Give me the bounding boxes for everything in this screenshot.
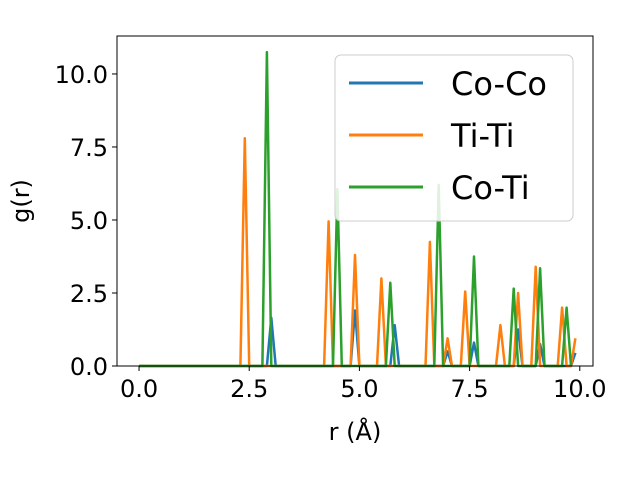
y-tick-label: 0.0 [70, 353, 108, 381]
legend-label: Ti-Ti [450, 117, 515, 155]
x-tick-label: 0.0 [120, 375, 158, 403]
legend-box [334, 54, 574, 222]
y-tick-label: 7.5 [70, 134, 108, 162]
x-axis-label: r (Å) [329, 417, 382, 446]
x-tick-label: 7.5 [451, 375, 489, 403]
y-axis-label: g(r) [7, 179, 35, 223]
series-line-ti-ti [139, 136, 577, 368]
y-tick-label: 10.0 [55, 61, 108, 89]
legend-label: Co-Ti [451, 169, 530, 207]
y-tick-label: 5.0 [70, 207, 108, 235]
x-tick-label: 5.0 [340, 375, 378, 403]
plot-frame [116, 35, 594, 367]
legend: Co-Co Ti-Ti Co-Ti [334, 54, 574, 222]
legend-label: Co-Co [451, 65, 547, 103]
x-tick-label: 2.5 [230, 375, 268, 403]
x-tick-label: 10.0 [553, 375, 606, 403]
y-axis: 0.0 2.5 5.0 7.5 10.0 [55, 61, 117, 381]
x-axis: 0.0 2.5 5.0 7.5 10.0 [120, 366, 606, 403]
y-tick-label: 2.5 [70, 280, 108, 308]
